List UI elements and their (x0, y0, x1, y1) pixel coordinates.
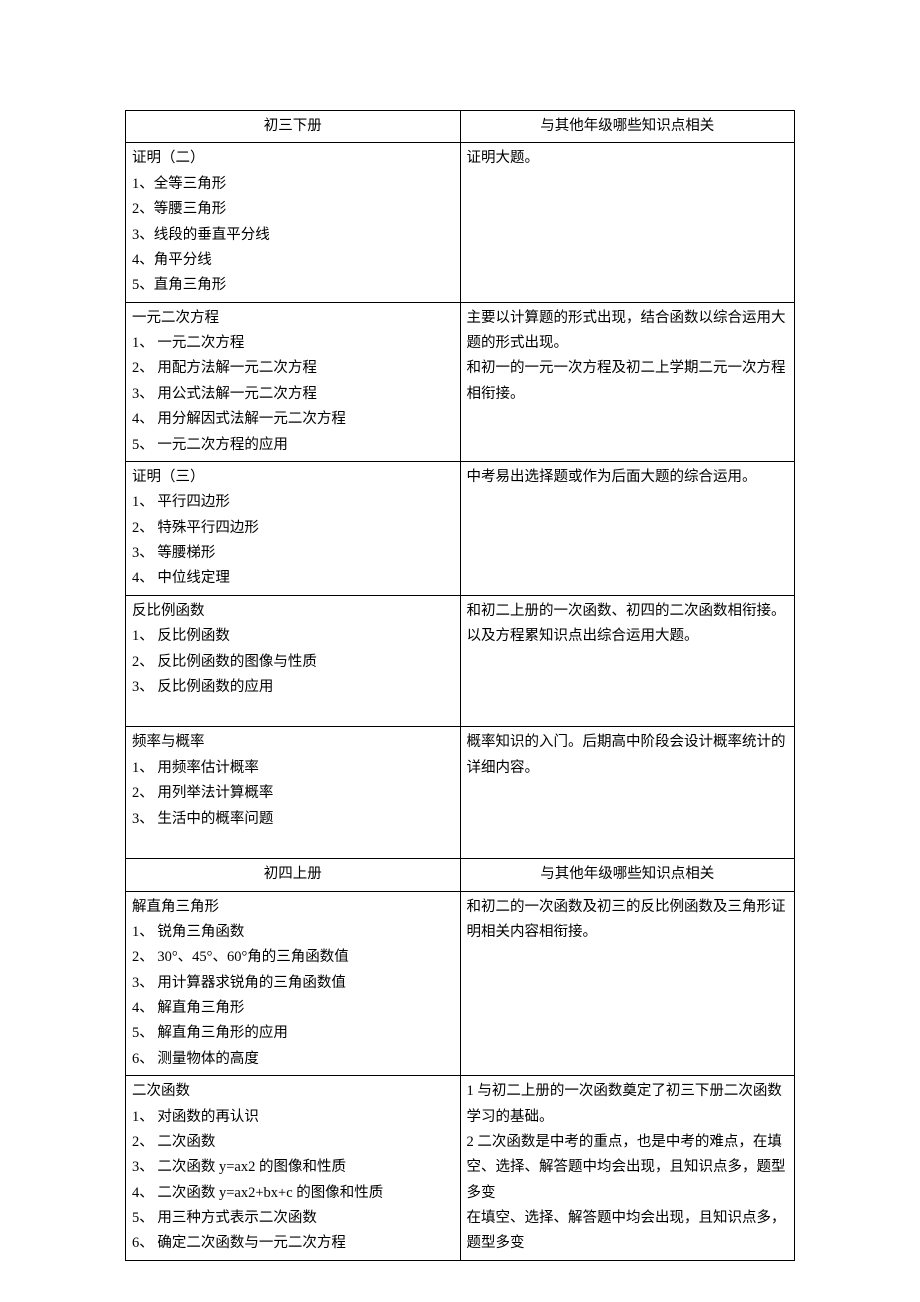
topic-cell: 频率与概率1、 用频率估计概率2、 用列举法计算概率3、 生活中的概率问题 (126, 727, 461, 859)
list-item: 1、 对函数的再认识 (132, 1105, 454, 1130)
header-left-text: 初三下册 (132, 114, 454, 139)
list-item: 3、 生活中的概率问题 (132, 807, 454, 832)
topic-block: 解直角三角形1、 锐角三角函数2、 30°、45°、60°角的三角函数值3、 用… (132, 895, 454, 1073)
header-right-cell: 与其他年级哪些知识点相关 (460, 859, 795, 891)
list-item: 3、 反比例函数的应用 (132, 675, 454, 700)
table-row: 频率与概率1、 用频率估计概率2、 用列举法计算概率3、 生活中的概率问题概率知… (126, 727, 795, 859)
topic-title: 二次函数 (132, 1079, 454, 1104)
relation-cell: 中考易出选择题或作为后面大题的综合运用。 (460, 461, 795, 595)
header-left-text: 初四上册 (132, 862, 454, 887)
list-item: 3、 等腰梯形 (132, 541, 454, 566)
relation-text: 2 二次函数是中考的重点，也是中考的难点，在填空、选择、解答题中均会出现，且知识… (467, 1130, 789, 1206)
list-item: 2、 反比例函数的图像与性质 (132, 650, 454, 675)
list-item: 3、 二次函数 y=ax2 的图像和性质 (132, 1155, 454, 1180)
list-item: 2、 用配方法解一元二次方程 (132, 356, 454, 381)
section-header-row: 初三下册与其他年级哪些知识点相关 (126, 111, 795, 143)
relation-text: 在填空、选择、解答题中均会出现，且知识点多，题型多变 (467, 1206, 789, 1257)
list-item: 1、 用频率估计概率 (132, 756, 454, 781)
list-item: 1、 反比例函数 (132, 624, 454, 649)
table-row: 解直角三角形1、 锐角三角函数2、 30°、45°、60°角的三角函数值3、 用… (126, 891, 795, 1076)
relation-block: 和初二上册的一次函数、初四的二次函数相衔接。以及方程累知识点出综合运用大题。 (467, 599, 789, 650)
topic-block: 证明（三）1、 平行四边形2、 特殊平行四边形3、 等腰梯形4、 中位线定理 (132, 465, 454, 592)
section-header-row: 初四上册与其他年级哪些知识点相关 (126, 859, 795, 891)
header-left-cell: 初四上册 (126, 859, 461, 891)
list-item: 4、 中位线定理 (132, 566, 454, 591)
list-item: 4、 用分解因式法解一元二次方程 (132, 407, 454, 432)
blank-line (132, 700, 454, 723)
list-item: 4、 解直角三角形 (132, 996, 454, 1021)
relation-block: 1 与初二上册的一次函数奠定了初三下册二次函数学习的基础。2 二次函数是中考的重… (467, 1079, 789, 1257)
list-item: 5、 解直角三角形的应用 (132, 1021, 454, 1046)
list-item: 2、等腰三角形 (132, 197, 454, 222)
relation-text: 和初二上册的一次函数、初四的二次函数相衔接。以及方程累知识点出综合运用大题。 (467, 599, 789, 650)
topic-block: 反比例函数1、 反比例函数2、 反比例函数的图像与性质3、 反比例函数的应用 (132, 599, 454, 724)
relation-text: 主要以计算题的形式出现，结合函数以综合运用大题的形式出现。 (467, 306, 789, 357)
topic-cell: 一元二次方程1、 一元二次方程2、 用配方法解一元二次方程3、 用公式法解一元二… (126, 302, 461, 461)
list-item: 3、 用公式法解一元二次方程 (132, 382, 454, 407)
topic-cell: 证明（二）1、全等三角形2、等腰三角形3、线段的垂直平分线4、角平分线5、直角三… (126, 143, 461, 302)
relation-text: 中考易出选择题或作为后面大题的综合运用。 (467, 465, 789, 490)
table-row: 反比例函数1、 反比例函数2、 反比例函数的图像与性质3、 反比例函数的应用和初… (126, 595, 795, 727)
topic-cell: 反比例函数1、 反比例函数2、 反比例函数的图像与性质3、 反比例函数的应用 (126, 595, 461, 727)
relation-block: 概率知识的入门。后期高中阶段会设计概率统计的详细内容。 (467, 730, 789, 781)
list-item: 1、 一元二次方程 (132, 331, 454, 356)
table-row: 二次函数1、 对函数的再认识2、 二次函数3、 二次函数 y=ax2 的图像和性… (126, 1076, 795, 1261)
list-item: 5、 一元二次方程的应用 (132, 433, 454, 458)
topic-cell: 二次函数1、 对函数的再认识2、 二次函数3、 二次函数 y=ax2 的图像和性… (126, 1076, 461, 1261)
table-row: 证明（二）1、全等三角形2、等腰三角形3、线段的垂直平分线4、角平分线5、直角三… (126, 143, 795, 302)
relation-text: 和初一的一元一次方程及初二上学期二元一次方程相衔接。 (467, 356, 789, 407)
header-right-text: 与其他年级哪些知识点相关 (467, 862, 789, 887)
list-item: 3、线段的垂直平分线 (132, 223, 454, 248)
topic-title: 反比例函数 (132, 599, 454, 624)
relation-cell: 1 与初二上册的一次函数奠定了初三下册二次函数学习的基础。2 二次函数是中考的重… (460, 1076, 795, 1261)
relation-text: 概率知识的入门。后期高中阶段会设计概率统计的详细内容。 (467, 730, 789, 781)
topic-block: 二次函数1、 对函数的再认识2、 二次函数3、 二次函数 y=ax2 的图像和性… (132, 1079, 454, 1257)
header-right-cell: 与其他年级哪些知识点相关 (460, 111, 795, 143)
relation-block: 和初二的一次函数及初三的反比例函数及三角形证明相关内容相衔接。 (467, 895, 789, 946)
topic-block: 证明（二）1、全等三角形2、等腰三角形3、线段的垂直平分线4、角平分线5、直角三… (132, 146, 454, 298)
topic-title: 证明（三） (132, 465, 454, 490)
list-item: 2、 30°、45°、60°角的三角函数值 (132, 945, 454, 970)
table-row: 证明（三）1、 平行四边形2、 特殊平行四边形3、 等腰梯形4、 中位线定理中考… (126, 461, 795, 595)
list-item: 1、 平行四边形 (132, 490, 454, 515)
topic-title: 解直角三角形 (132, 895, 454, 920)
relation-text: 和初二的一次函数及初三的反比例函数及三角形证明相关内容相衔接。 (467, 895, 789, 946)
relation-cell: 概率知识的入门。后期高中阶段会设计概率统计的详细内容。 (460, 727, 795, 859)
relation-block: 主要以计算题的形式出现，结合函数以综合运用大题的形式出现。和初一的一元一次方程及… (467, 306, 789, 408)
list-item: 1、 锐角三角函数 (132, 920, 454, 945)
list-item: 2、 用列举法计算概率 (132, 781, 454, 806)
relation-cell: 证明大题。 (460, 143, 795, 302)
list-item: 6、 测量物体的高度 (132, 1047, 454, 1072)
list-item: 4、角平分线 (132, 248, 454, 273)
list-item: 1、全等三角形 (132, 172, 454, 197)
header-right-text: 与其他年级哪些知识点相关 (467, 114, 789, 139)
list-item: 3、 用计算器求锐角的三角函数值 (132, 971, 454, 996)
header-left-cell: 初三下册 (126, 111, 461, 143)
list-item: 5、 用三种方式表示二次函数 (132, 1206, 454, 1231)
relation-cell: 主要以计算题的形式出现，结合函数以综合运用大题的形式出现。和初一的一元一次方程及… (460, 302, 795, 461)
relation-text: 证明大题。 (467, 146, 789, 171)
relation-cell: 和初二的一次函数及初三的反比例函数及三角形证明相关内容相衔接。 (460, 891, 795, 1076)
list-item: 6、 确定二次函数与一元二次方程 (132, 1231, 454, 1256)
blank-line (132, 832, 454, 855)
curriculum-table: 初三下册与其他年级哪些知识点相关证明（二）1、全等三角形2、等腰三角形3、线段的… (125, 110, 795, 1261)
list-item: 5、直角三角形 (132, 273, 454, 298)
topic-title: 证明（二） (132, 146, 454, 171)
relation-cell: 和初二上册的一次函数、初四的二次函数相衔接。以及方程累知识点出综合运用大题。 (460, 595, 795, 727)
topic-title: 一元二次方程 (132, 306, 454, 331)
table-row: 一元二次方程1、 一元二次方程2、 用配方法解一元二次方程3、 用公式法解一元二… (126, 302, 795, 461)
relation-block: 证明大题。 (467, 146, 789, 171)
topic-cell: 解直角三角形1、 锐角三角函数2、 30°、45°、60°角的三角函数值3、 用… (126, 891, 461, 1076)
list-item: 2、 特殊平行四边形 (132, 516, 454, 541)
topic-block: 频率与概率1、 用频率估计概率2、 用列举法计算概率3、 生活中的概率问题 (132, 730, 454, 855)
topic-cell: 证明（三）1、 平行四边形2、 特殊平行四边形3、 等腰梯形4、 中位线定理 (126, 461, 461, 595)
relation-text: 1 与初二上册的一次函数奠定了初三下册二次函数学习的基础。 (467, 1079, 789, 1130)
topic-block: 一元二次方程1、 一元二次方程2、 用配方法解一元二次方程3、 用公式法解一元二… (132, 306, 454, 458)
page-container: 初三下册与其他年级哪些知识点相关证明（二）1、全等三角形2、等腰三角形3、线段的… (125, 110, 795, 1261)
topic-title: 频率与概率 (132, 730, 454, 755)
list-item: 2、 二次函数 (132, 1130, 454, 1155)
list-item: 4、 二次函数 y=ax2+bx+c 的图像和性质 (132, 1181, 454, 1206)
relation-block: 中考易出选择题或作为后面大题的综合运用。 (467, 465, 789, 490)
